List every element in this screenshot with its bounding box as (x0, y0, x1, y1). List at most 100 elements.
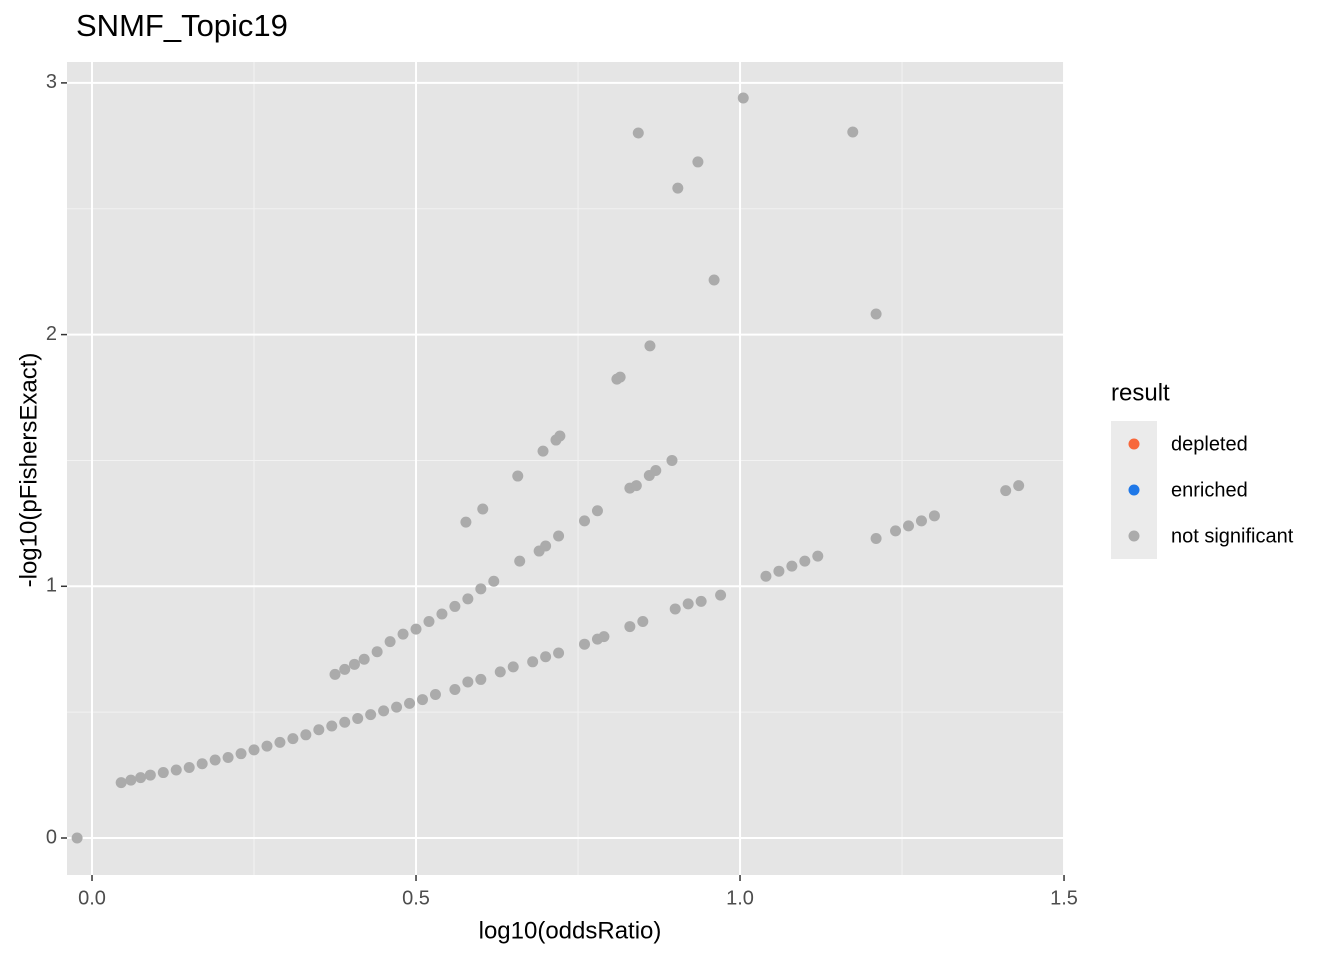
point (135, 772, 147, 784)
point (436, 608, 448, 620)
point (553, 530, 565, 542)
point (494, 666, 506, 678)
point (378, 705, 390, 717)
x-tick-label: 1.5 (1050, 887, 1078, 909)
point (847, 126, 859, 138)
legend-title: result (1111, 379, 1170, 406)
legend-label: enriched (1171, 479, 1248, 501)
point (928, 510, 940, 522)
point (870, 308, 882, 320)
point (313, 724, 325, 736)
point (326, 720, 338, 732)
point (624, 621, 636, 633)
point (287, 733, 299, 745)
legend-key (1128, 484, 1140, 496)
point (460, 516, 472, 528)
point (196, 758, 208, 770)
point (614, 371, 626, 383)
point (248, 744, 260, 756)
point (715, 589, 727, 601)
y-axis-title: -log10(pFishersExact) (15, 353, 42, 588)
point (404, 697, 416, 709)
point (915, 515, 927, 527)
y-tick-label: 2 (46, 323, 57, 345)
point (695, 595, 707, 607)
point (384, 636, 396, 648)
point (329, 668, 341, 680)
point (222, 751, 234, 763)
point (429, 689, 441, 701)
point (488, 575, 500, 587)
point (630, 480, 642, 492)
point (449, 683, 461, 695)
point (554, 430, 566, 442)
point (1000, 485, 1012, 497)
point (512, 470, 524, 482)
point (812, 550, 824, 562)
point (348, 658, 360, 670)
point (397, 628, 409, 640)
point (799, 555, 811, 567)
point (115, 777, 127, 789)
point (632, 127, 644, 139)
point (371, 646, 383, 658)
point (274, 736, 286, 748)
point (183, 762, 195, 774)
point (157, 767, 169, 779)
point (760, 570, 772, 582)
point (1013, 480, 1025, 492)
point (786, 560, 798, 572)
point (475, 583, 487, 595)
point (903, 520, 915, 532)
chart-title: SNMF_Topic19 (76, 8, 288, 43)
point (579, 515, 591, 527)
x-tick-label: 0.0 (78, 887, 106, 909)
point (125, 774, 137, 786)
point (477, 503, 489, 515)
point (666, 454, 678, 466)
point (410, 623, 422, 635)
point (579, 638, 591, 650)
point (261, 740, 273, 752)
point (692, 156, 704, 168)
point (650, 465, 662, 477)
point (773, 565, 785, 577)
y-tick-label: 1 (46, 575, 57, 597)
point (598, 631, 610, 643)
y-tick-label: 3 (46, 71, 57, 93)
legend-label: not significant (1171, 525, 1294, 547)
plot-panel (67, 62, 1065, 875)
point (71, 832, 83, 844)
legend-key (1128, 438, 1140, 450)
point (352, 712, 364, 724)
point (170, 764, 182, 776)
point (870, 532, 882, 544)
point (365, 709, 377, 721)
point (890, 525, 902, 537)
point (708, 274, 720, 286)
point (540, 540, 552, 552)
point (339, 716, 351, 728)
point (537, 445, 549, 457)
point (391, 701, 403, 713)
point (144, 769, 156, 781)
point (423, 616, 435, 628)
point (672, 182, 684, 194)
point (416, 694, 428, 706)
legend-label: depleted (1171, 433, 1248, 455)
point (669, 603, 681, 615)
point (300, 729, 312, 741)
point (644, 340, 656, 352)
legend-key (1128, 530, 1140, 542)
point (235, 748, 247, 760)
point (682, 598, 694, 610)
point (514, 555, 526, 567)
x-tick-label: 1.0 (726, 887, 754, 909)
point (462, 676, 474, 688)
point (449, 600, 461, 612)
point (591, 505, 603, 517)
x-axis-title: log10(oddsRatio) (479, 917, 662, 944)
point (475, 673, 487, 685)
